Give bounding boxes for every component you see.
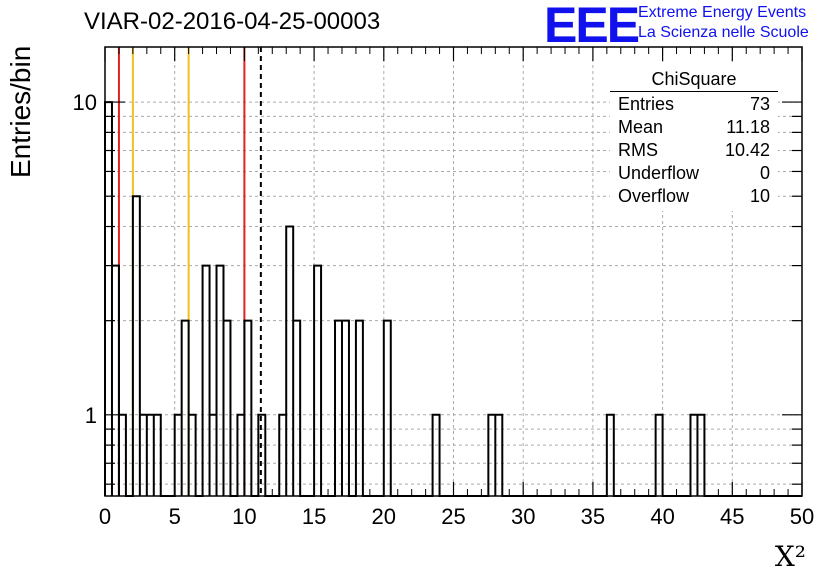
stat-value: 10.42 (724, 140, 770, 160)
x-tick-label: 10 (232, 504, 256, 529)
x-tick-label: 15 (302, 504, 326, 529)
stat-row-overflow: Overflow 10 (618, 186, 770, 209)
y-tick-label: 1 (85, 403, 97, 428)
stat-row-entries: Entries 73 (618, 94, 770, 117)
x-tick-label: 35 (581, 504, 605, 529)
y-tick-label: 10 (73, 90, 97, 115)
x-tick-label: 20 (372, 504, 396, 529)
chart-title: VIAR-02-2016-04-25-00003 (84, 8, 381, 35)
x-tick-label: 0 (99, 504, 111, 529)
logo-line-1: Extreme Energy Events (638, 4, 807, 21)
x-axis-label: X² (775, 540, 806, 572)
logo-line-2: La Scienza nelle Scuole (638, 24, 809, 41)
x-tick-label: 50 (790, 504, 814, 529)
stat-label: Entries (618, 94, 675, 114)
logo-letters: EEE (544, 0, 640, 53)
stat-value: 73 (749, 94, 770, 114)
x-tick-label: 30 (511, 504, 535, 529)
x-tick-label: 5 (169, 504, 181, 529)
stat-value: 10 (749, 186, 770, 206)
x-tick-label: 40 (650, 504, 674, 529)
stats-box: ChiSquare Entries 73 Mean 11.18 RMS 10.4… (610, 64, 778, 211)
stat-row-mean: Mean 11.18 (618, 117, 770, 140)
axes: 0 5 10 15 20 25 30 35 40 45 50 1 10 (73, 46, 814, 529)
x-tick-label: 45 (720, 504, 744, 529)
stats-divider (610, 91, 778, 92)
stat-value: 0 (759, 163, 770, 183)
stat-row-underflow: Underflow 0 (618, 163, 770, 186)
stat-label: Underflow (618, 163, 700, 183)
stat-label: RMS (618, 140, 658, 160)
stat-row-rms: RMS 10.42 (618, 140, 770, 163)
stat-label: Overflow (618, 186, 690, 206)
y-axis-label: Entries/bin (5, 46, 36, 178)
stat-value: 11.18 (726, 117, 770, 137)
stats-title: ChiSquare (651, 69, 737, 89)
x-tick-label: 25 (441, 504, 465, 529)
stat-label: Mean (618, 117, 664, 137)
grid-lines (105, 47, 802, 496)
